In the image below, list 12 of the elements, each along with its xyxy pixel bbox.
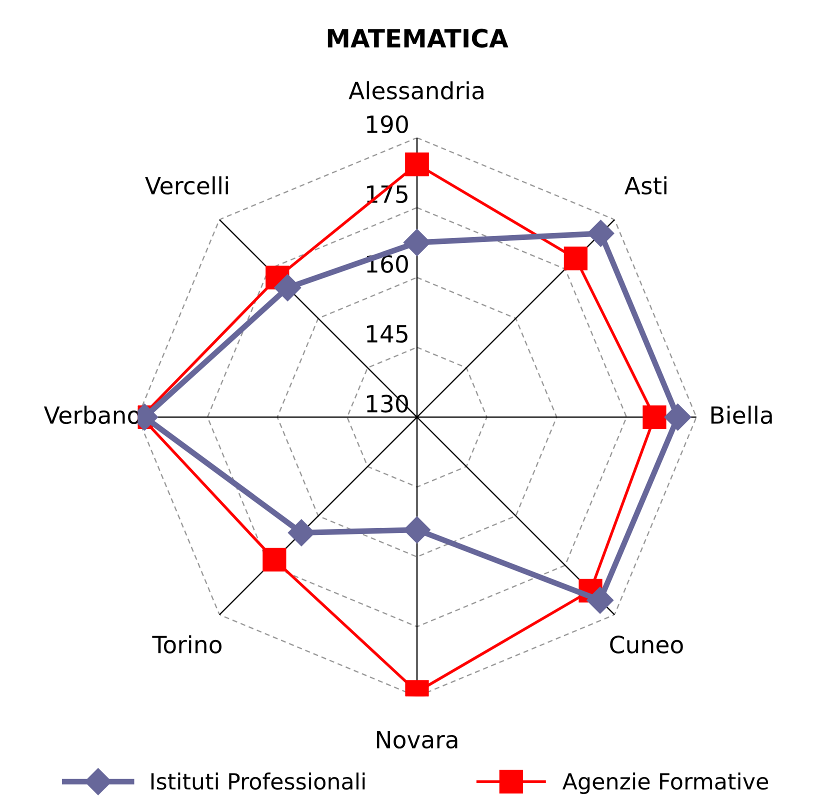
spoke-label: Novara — [376, 730, 458, 749]
spoke-label: Asti — [624, 176, 666, 195]
legend-label: Agenzie Formative — [562, 772, 768, 794]
y-tick-label: 145 — [367, 325, 408, 343]
spoke-label: Biella — [711, 406, 772, 424]
spoke-label: Cuneo — [610, 636, 683, 654]
y-tick-label: 190 — [367, 115, 408, 134]
spoke-label: Vercelli — [145, 176, 228, 195]
spoke-label: Torino — [152, 635, 222, 654]
legend-label: Istituti Professionali — [151, 772, 365, 790]
spoke-label: Alessandria — [348, 81, 484, 100]
chart-title: MATEMATICA — [328, 28, 508, 48]
